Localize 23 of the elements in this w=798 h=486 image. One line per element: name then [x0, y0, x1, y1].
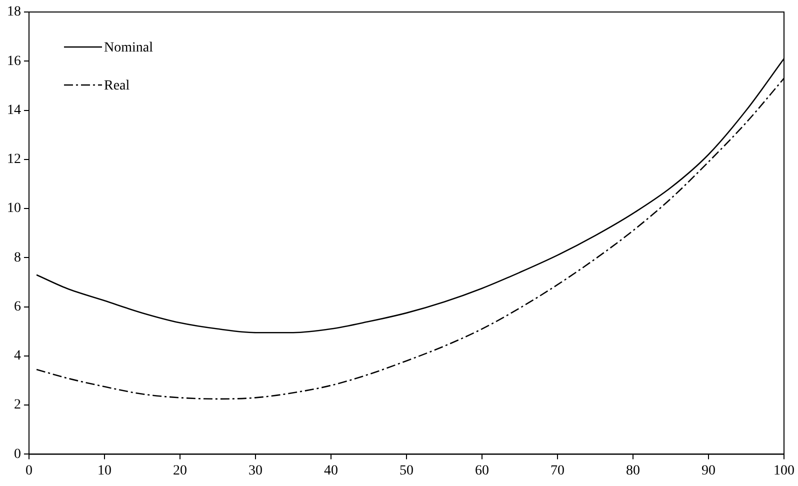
legend-label: Nominal	[104, 40, 154, 56]
x-tick-label: 30	[248, 463, 262, 478]
x-tick-label: 80	[626, 463, 640, 478]
x-tick-label: 40	[324, 463, 338, 478]
y-tick-label: 12	[7, 152, 21, 168]
x-tick-label: 20	[173, 463, 187, 478]
y-tick-label: 16	[7, 54, 21, 69]
y-tick-label: 14	[7, 102, 21, 118]
y-tick-label: 4	[14, 348, 21, 364]
x-tick-label: 70	[550, 463, 564, 478]
x-tick-label: 100	[774, 463, 794, 478]
x-tick-label: 10	[98, 463, 112, 478]
y-tick-label: 8	[14, 250, 21, 266]
x-tick-label: 90	[702, 463, 716, 478]
x-tick-label: 60	[475, 463, 489, 478]
y-tick-label: 0	[14, 446, 21, 462]
legend-label: Real	[104, 78, 130, 94]
y-tick-label: 10	[7, 201, 21, 216]
y-tick-label: 18	[7, 4, 21, 20]
x-tick-label: 50	[400, 463, 414, 478]
x-tick-label: 0	[26, 463, 32, 478]
y-tick-label: 6	[14, 299, 21, 314]
y-tick-label: 2	[14, 398, 21, 413]
